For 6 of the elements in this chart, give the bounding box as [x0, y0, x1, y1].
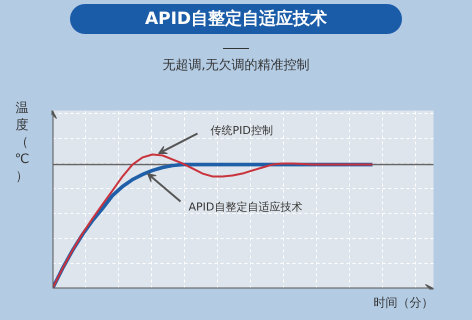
- annotation: APID自整定自适应技术: [188, 200, 302, 214]
- y-axis-title: 温度（℃）: [14, 100, 30, 185]
- text: 传统PID控制: [210, 124, 273, 138]
- chart-subtitle: 无超调,无欠调的精准控制: [161, 57, 311, 75]
- chart-title: APID自整定自适应技术: [70, 4, 402, 34]
- x-axis-title: 时间（分）: [374, 296, 434, 310]
